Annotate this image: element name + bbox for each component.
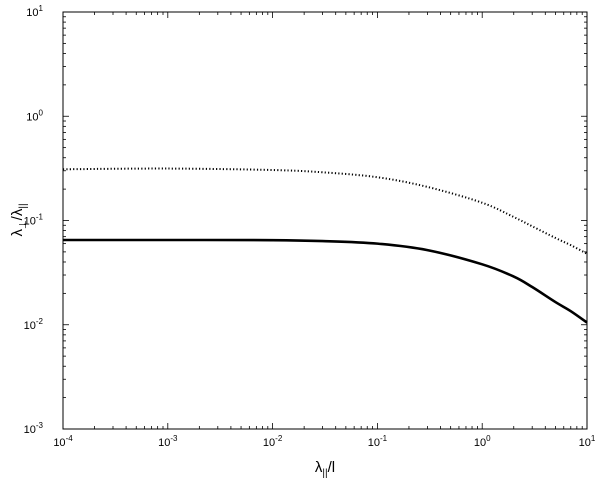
- x-axis-label: λ||/l: [315, 459, 335, 479]
- series-solid-line: [62, 238, 588, 324]
- plot-frame: [62, 11, 588, 430]
- y-axis-label: λ⊥/λ||: [9, 203, 29, 236]
- y-tick-label: 10-1: [24, 213, 44, 228]
- series-dotted-line: [62, 167, 588, 255]
- x-tick-label: 101: [579, 434, 596, 449]
- x-tick-label: 10-3: [158, 434, 178, 449]
- y-tick-label: 10-3: [24, 421, 44, 436]
- y-tick-label: 100: [26, 108, 43, 123]
- x-tick-label: 100: [474, 434, 491, 449]
- y-tick-label: 101: [26, 4, 43, 19]
- tick-labels: 10-4 10-3 10-2 10-1 100 101 10-3 10-2 10-1 100 101: [24, 4, 596, 449]
- series: [62, 167, 588, 324]
- x-tick-label: 10-2: [263, 434, 283, 449]
- y-tick-label: 10-2: [24, 317, 44, 332]
- x-tick-label: 10-1: [368, 434, 388, 449]
- x-tick-label: 10-4: [53, 434, 73, 449]
- ticks: [62, 11, 588, 430]
